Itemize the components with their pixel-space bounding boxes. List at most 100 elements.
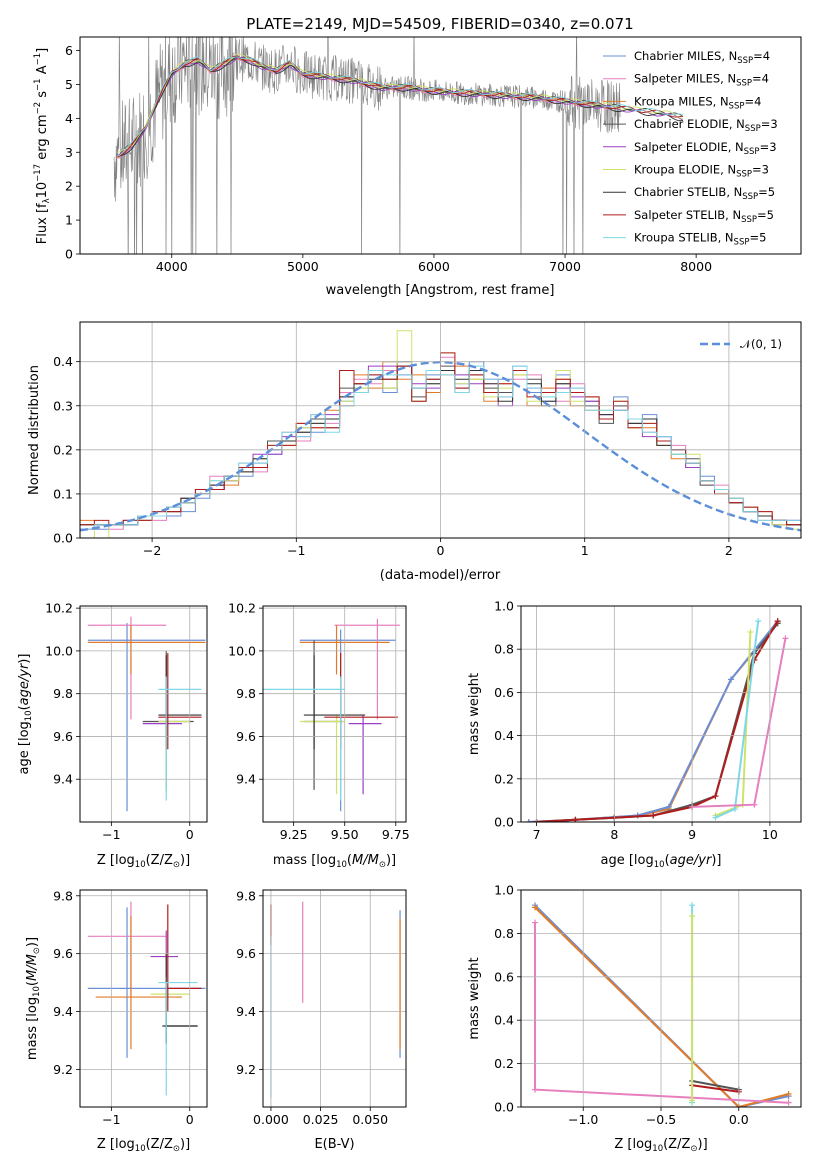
residual-xtick-label: −1 — [287, 543, 305, 558]
age-mass-axes: 9.25 9.50 9.75 9.4 9.6 9.8 10.0 10.2 — [228, 601, 410, 842]
spectrum-frame — [79, 36, 802, 255]
spectrum-ytick-label: 1 — [65, 213, 73, 228]
weight-age-axes-point — [728, 676, 734, 683]
spectrum-ytick-label: 5 — [65, 77, 73, 92]
spectrum-legend-entry: Chabrier ELODIE, NSSP=3 — [634, 117, 778, 134]
mass-z-axes-plot — [87, 901, 206, 1096]
residual-frame — [79, 321, 802, 539]
mass-ebv-axes-xtick-label: 0.050 — [352, 1112, 388, 1127]
weight-age-axes-ytick-label: 0.6 — [494, 685, 514, 700]
weight-z-axes-series-line — [691, 1080, 739, 1091]
spectrum-legend-entry: Kroupa MILES, NSSP=4 — [634, 94, 761, 111]
age-z-axes-plot — [87, 616, 206, 812]
age-mass-axes-frame — [262, 605, 407, 823]
age-z-axes-xtick-label: −1 — [102, 827, 120, 842]
spectrum-ytick-label: 2 — [65, 179, 73, 194]
mass-ebv-axes-ytick-label: 9.8 — [236, 888, 256, 903]
mass-z-axes-xtick-label: 0 — [186, 1112, 194, 1127]
residual-xtick-label: 0 — [437, 543, 445, 558]
weight-z-axes: −1.0 −0.5 0.0 0.0 0.2 0.4 0.6 0.8 1.0 — [494, 883, 802, 1127]
weight-z-axes-point — [785, 1099, 792, 1106]
age-mass-axes-xlabel: mass [log10​(M/M⊙​)] — [273, 853, 396, 870]
weight-age-axes-ytick-label: 1.0 — [494, 599, 514, 614]
weight-z-axes-xtick-label: −1.0 — [568, 1112, 598, 1127]
weight-z-axes-series-line — [534, 904, 789, 1107]
weight-age-axes-point — [665, 803, 672, 810]
weight-age-axes-series-line — [536, 622, 779, 822]
spectrum-ytick-label: 4 — [65, 111, 73, 126]
weight-z-axes-point — [532, 1086, 538, 1093]
weight-z-axes-ytick-label: 0.2 — [494, 1056, 514, 1071]
age-z-axes-ytick-label: 9.4 — [53, 772, 73, 787]
weight-age-axes-point — [525, 819, 532, 822]
weight-z-axes-series-line — [534, 906, 789, 1107]
weight-age-axes-ylabel: mass weight — [467, 673, 482, 755]
residual-xlabel: (data-model)/error — [380, 568, 501, 583]
mass-ebv-axes-ytick-label: 9.4 — [236, 1004, 256, 1019]
weight-z-axes-point — [785, 1090, 792, 1097]
weight-age-axes: 7 8 9 10 0.0 0.2 0.4 0.6 0.8 1.0 — [494, 599, 802, 842]
weight-z-axes-point — [532, 904, 538, 911]
residual-ytick-label: 0.4 — [53, 354, 73, 369]
weight-age-axes-ytick-label: 0.8 — [494, 642, 514, 657]
weight-age-axes-ytick-label: 0.0 — [494, 815, 514, 830]
age-z-axes: −1 0 9.4 9.6 9.8 10.0 10.2 — [45, 601, 208, 842]
weight-age-axes-point — [712, 814, 719, 821]
spectrum-legend-entry: Kroupa ELODIE, NSSP=3 — [634, 163, 769, 180]
gaussian-legend-label: 𝒩(0, 1) — [740, 337, 782, 351]
weight-age-axes-point — [731, 806, 738, 813]
age-z-axes-ytick-label: 10.2 — [45, 601, 73, 616]
weight-age-axes-ytick-label: 0.4 — [494, 728, 514, 743]
weight-z-axes-point — [689, 1097, 696, 1104]
weight-age-axes-xlabel: age [log10​(age/yr)] — [601, 853, 722, 870]
weight-z-axes-point — [689, 913, 696, 920]
age-z-axes-xlabel: Z [log10​(Z/Z⊙​)] — [97, 853, 190, 870]
age-mass-axes-ytick-label: 9.6 — [236, 729, 256, 744]
age-z-axes-ytick-label: 9.6 — [53, 729, 73, 744]
weight-z-axes-xtick-label: 0.0 — [729, 1112, 749, 1127]
weight-age-axes-series-line — [528, 620, 779, 822]
weight-z-axes-ytick-label: 0.0 — [494, 1100, 514, 1115]
weight-age-axes-point — [751, 801, 758, 808]
spectrum-xtick-label: 4000 — [156, 259, 188, 274]
weight-z-axes-xtick-label: −0.5 — [646, 1112, 676, 1127]
spectrum-axes: 4000 5000 6000 7000 8000 0 1 2 3 4 5 6 — [65, 36, 802, 274]
weight-z-axes-ytick-label: 0.4 — [494, 1013, 514, 1028]
mass-z-axes: −1 0 9.2 9.4 9.6 9.8 — [53, 888, 208, 1127]
weight-z-axes-ylabel: mass weight — [467, 957, 482, 1039]
weight-z-axes-series-line — [691, 1084, 739, 1093]
age-mass-axes-ytick-label: 10.0 — [228, 643, 256, 658]
mass-ebv-axes: 0.000 0.025 0.050 9.2 9.4 9.6 9.8 — [236, 888, 407, 1127]
residual-ytick-label: 0.2 — [53, 442, 73, 457]
spectrum-data-line — [113, 37, 621, 254]
age-mass-axes-xtick-label: 9.75 — [382, 827, 410, 842]
spectrum-legend-entry: Kroupa STELIB, NSSP=5 — [634, 231, 766, 248]
age-z-axes-ylabel: age [log10​(age/yr)] — [17, 654, 34, 775]
spectrum-ytick-label: 0 — [65, 247, 73, 262]
spectrum-ylabel: Flux [fλ​10−17​ erg cm−2​ s−1​ A−1​] — [33, 48, 52, 244]
weight-age-axes-point — [747, 628, 754, 635]
weight-age-axes-ytick-label: 0.2 — [494, 771, 514, 786]
residual-xtick-label: 2 — [725, 543, 733, 558]
mass-z-axes-frame — [79, 889, 208, 1108]
mass-ebv-axes-xtick-label: 0.025 — [303, 1112, 339, 1127]
mass-ebv-axes-ytick-label: 9.6 — [236, 946, 256, 961]
residual-ytick-label: 0.0 — [53, 531, 73, 546]
mass-z-axes-ytick-label: 9.6 — [53, 946, 73, 961]
age-mass-axes-plot — [263, 618, 400, 812]
residual-ylabel: Normed distribution — [27, 365, 42, 495]
mass-z-axes-xlabel: Z [log10​(Z/Z⊙​)] — [97, 1137, 190, 1154]
mass-z-axes-ytick-label: 9.2 — [53, 1062, 73, 1077]
age-z-axes-ytick-label: 10.0 — [45, 643, 73, 658]
spectrum-xtick-label: 5000 — [287, 259, 319, 274]
age-z-axes-xtick-label: 0 — [186, 827, 194, 842]
mass-z-axes-ylabel: mass [log10​(M/M⊙​)] — [25, 937, 42, 1060]
spectrum-legend-entry: Chabrier STELIB, NSSP=5 — [634, 185, 775, 202]
weight-age-axes-point — [782, 635, 789, 642]
weight-age-axes-series-line — [536, 620, 779, 822]
weight-z-axes-ytick-label: 0.8 — [494, 926, 514, 941]
spectrum-xtick-label: 7000 — [549, 259, 581, 274]
weight-z-axes-ytick-label: 1.0 — [494, 883, 514, 898]
mass-z-axes-ytick-label: 9.4 — [53, 1004, 73, 1019]
